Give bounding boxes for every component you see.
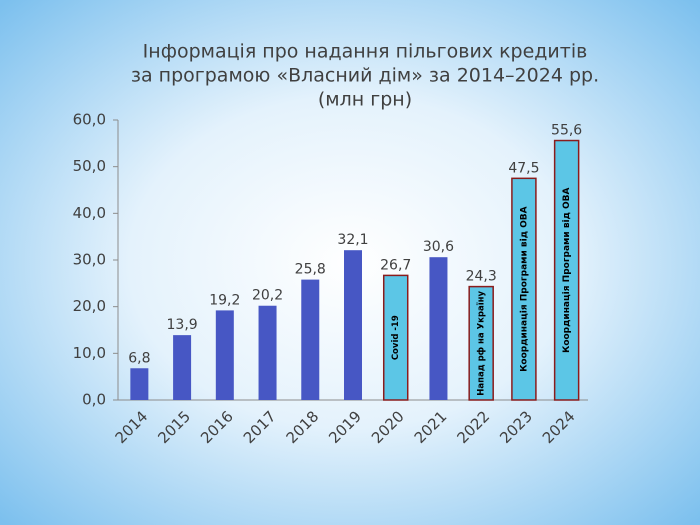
bar: [553, 139, 580, 401]
data-label: 6,8: [128, 350, 150, 366]
bar-annotation: Covid -19: [391, 315, 401, 360]
chart-title: (млн грн): [318, 89, 412, 111]
bar: [468, 285, 494, 401]
bar-annotation: Координація Програми від ОВА: [518, 206, 529, 372]
bar-annotation: Координація Програми від ОВА: [561, 187, 572, 353]
data-label: 47,5: [508, 160, 539, 176]
y-tick-label: 60,0: [73, 111, 106, 129]
data-label: 32,1: [337, 232, 368, 248]
data-label: 19,2: [209, 292, 240, 308]
y-tick-label: 10,0: [73, 344, 106, 362]
y-tick-label: 20,0: [73, 297, 106, 315]
y-tick-label: 30,0: [73, 251, 106, 269]
data-label: 13,9: [167, 317, 198, 333]
data-label: 55,6: [551, 123, 582, 139]
bar: [511, 177, 537, 401]
y-tick-label: 0,0: [82, 391, 106, 409]
data-label: 30,6: [423, 239, 454, 255]
data-label: 24,3: [466, 269, 497, 285]
bar: [173, 335, 192, 400]
bar: [215, 310, 234, 400]
data-label: 25,8: [295, 262, 326, 278]
data-label: 20,2: [252, 288, 283, 304]
bar: [344, 250, 362, 400]
bar-annotation: Напад рф на Україну: [477, 290, 487, 395]
y-tick-label: 50,0: [73, 157, 106, 175]
bar: [258, 305, 277, 400]
bar: [301, 279, 320, 400]
bar: [130, 368, 149, 400]
bar: [382, 274, 409, 401]
data-label: 26,7: [380, 257, 411, 273]
bar: [429, 257, 448, 400]
chart-title: Інформація про надання пільгових кредиті…: [143, 41, 588, 63]
chart-title: за програмою «Власний дім» за 2014–2024 …: [131, 65, 599, 87]
y-tick-label: 40,0: [73, 204, 106, 222]
